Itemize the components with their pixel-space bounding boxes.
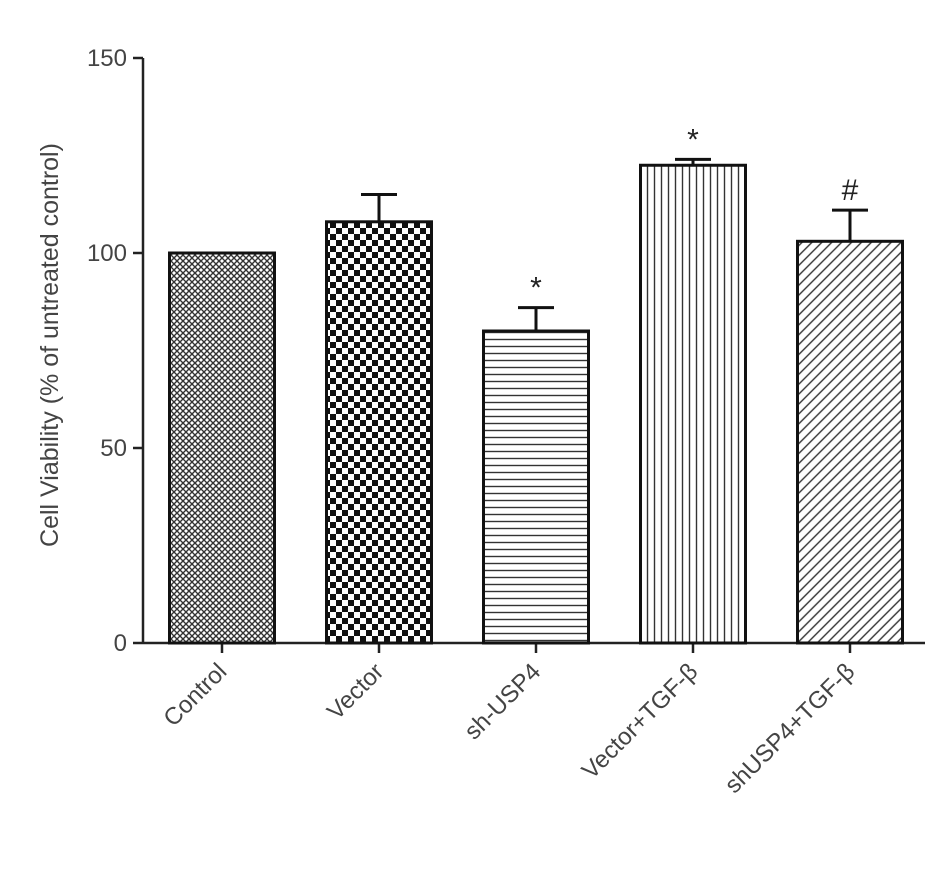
y-tick-label: 100 xyxy=(87,240,127,267)
x-tick-label: Vector+TGF-β xyxy=(577,658,703,784)
y-tick-label: 150 xyxy=(87,45,127,72)
x-tick-label: Vector xyxy=(322,658,389,725)
x-tick-label: sh-USP4 xyxy=(459,658,546,745)
significance-marker: # xyxy=(842,174,859,207)
bar-sh-usp4 xyxy=(482,329,590,645)
x-tick-label: Control xyxy=(158,658,232,732)
bar-shusp4-tgf- xyxy=(796,239,904,645)
significance-marker: * xyxy=(687,123,699,156)
significance-marker: * xyxy=(530,272,542,305)
bar-control xyxy=(168,251,276,645)
bar-vector-tgf- xyxy=(639,163,747,645)
x-tick-label: shUSP4+TGF-β xyxy=(720,658,861,799)
y-tick-label: 50 xyxy=(100,435,127,462)
y-tick-label: 0 xyxy=(114,630,127,657)
bar-vector xyxy=(325,220,433,645)
y-axis-label: Cell Viability (% of untreated control) xyxy=(36,143,64,547)
bars xyxy=(168,157,904,645)
